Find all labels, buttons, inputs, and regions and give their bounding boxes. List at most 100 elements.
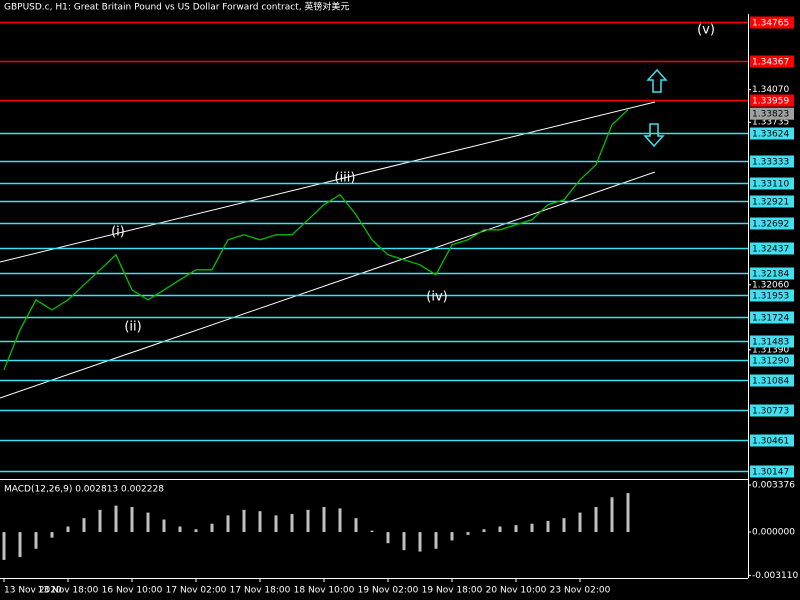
macd-bar: [82, 518, 86, 533]
macd-bar: [626, 493, 630, 533]
x-tick-label: 13 Nov 18:00: [38, 586, 99, 596]
level-label: 1.30773: [752, 407, 789, 417]
level-label-box: [750, 404, 794, 417]
y-tick-label: 1.31390: [752, 345, 789, 355]
level-label: 1.33624: [752, 130, 789, 140]
level-label-box: [750, 267, 794, 280]
chart-title: GBPUSD.c, H1: Great Britain Pound vs US …: [4, 1, 349, 13]
level-label-box: [750, 155, 794, 168]
x-tick-label: 17 Nov 18:00: [230, 586, 291, 596]
macd-bar: [2, 532, 6, 560]
wave-label: (i): [111, 225, 125, 240]
macd-bar: [338, 508, 342, 533]
macd-bar: [162, 519, 166, 533]
wave-label: (iii): [335, 171, 356, 186]
macd-bar: [130, 507, 134, 533]
macd-bar: [498, 526, 502, 533]
current-price-box: [750, 107, 794, 120]
y-tick-label: 0.003376: [752, 481, 795, 491]
y-tick-label: -0.003110: [752, 571, 798, 581]
macd-bar: [34, 532, 38, 549]
level-label: 1.31084: [752, 377, 789, 387]
level-label-box: [750, 55, 794, 68]
macd-bar: [306, 509, 310, 533]
level-label-box: [750, 16, 794, 29]
macd-bar: [210, 523, 214, 533]
macd-bar: [258, 511, 262, 533]
macd-bar: [482, 529, 486, 533]
y-tick-label: 1.34070: [752, 85, 789, 95]
macd-bar: [546, 520, 550, 533]
level-label: 1.32437: [752, 245, 789, 255]
macd-bar: [194, 529, 198, 533]
level-label: 1.32692: [752, 220, 789, 230]
macd-bar: [274, 515, 278, 533]
level-label-box: [750, 335, 794, 348]
level-label: 1.31290: [752, 357, 789, 367]
down-arrow: [643, 123, 665, 148]
macd-bar: [66, 526, 70, 533]
level-label-box: [750, 195, 794, 208]
up-arrow: [646, 68, 668, 93]
macd-bar: [434, 532, 438, 549]
level-label: 1.30461: [752, 437, 789, 447]
macd-bar: [610, 497, 614, 533]
x-tick-label: 19 Nov 18:00: [422, 586, 483, 596]
macd-bar: [530, 523, 534, 533]
x-tick-label: 23 Nov 02:00: [550, 586, 611, 596]
level-label-box: [750, 434, 794, 447]
macd-bar: [466, 532, 470, 535]
macd-bar: [594, 507, 598, 533]
current-price-label: 1.33823: [752, 110, 789, 120]
macd-bar: [226, 515, 230, 533]
channel-line: [0, 101, 656, 263]
macd-bar: [50, 532, 54, 538]
macd-bar: [450, 532, 454, 541]
wave-label: (ii): [124, 320, 141, 335]
level-label: 1.33333: [752, 158, 789, 168]
level-label: 1.30147: [752, 468, 789, 478]
macd-bar: [370, 530, 374, 533]
macd-bar: [562, 518, 566, 533]
level-label-box: [750, 465, 794, 478]
macd-bar: [386, 532, 390, 544]
level-label-box: [750, 127, 794, 140]
macd-bar: [18, 532, 22, 558]
wave-label: (v): [697, 23, 715, 38]
macd-bar: [242, 509, 246, 533]
macd-bar: [98, 509, 102, 533]
macd-bar: [290, 513, 294, 533]
level-label-box: [750, 177, 794, 190]
level-label-box: [750, 311, 794, 324]
level-label: 1.32921: [752, 198, 789, 208]
level-label: 1.34765: [752, 19, 789, 29]
macd-bar: [114, 505, 118, 533]
level-label: 1.33959: [752, 97, 789, 107]
y-tick-label: 1.33735: [752, 118, 789, 128]
level-label-box: [750, 94, 794, 107]
x-tick-label: 17 Nov 02:00: [166, 586, 227, 596]
macd-bar: [354, 518, 358, 533]
wave-label: (iv): [426, 290, 447, 305]
level-label: 1.34367: [752, 58, 789, 68]
level-label-box: [750, 289, 794, 302]
macd-bar: [402, 532, 406, 551]
level-label: 1.31953: [752, 292, 789, 302]
level-label: 1.33110: [752, 180, 789, 190]
macd-bar: [178, 526, 182, 533]
price-line: [3, 109, 629, 371]
indicator-title: MACD(12,26,9) 0.002813 0.002228: [4, 485, 164, 495]
level-label: 1.32184: [752, 270, 789, 280]
level-label-box: [750, 374, 794, 387]
level-label-box: [750, 217, 794, 230]
x-tick-label: 18 Nov 10:00: [294, 586, 355, 596]
level-label-box: [750, 242, 794, 255]
level-label: 1.31724: [752, 314, 789, 324]
x-tick-label: 20 Nov 10:00: [486, 586, 547, 596]
x-tick-label: 13 Nov 2020: [4, 586, 62, 596]
level-label: 1.31483: [752, 338, 789, 348]
y-tick-label: 0.000000: [752, 528, 795, 538]
x-tick-label: 19 Nov 02:00: [358, 586, 419, 596]
